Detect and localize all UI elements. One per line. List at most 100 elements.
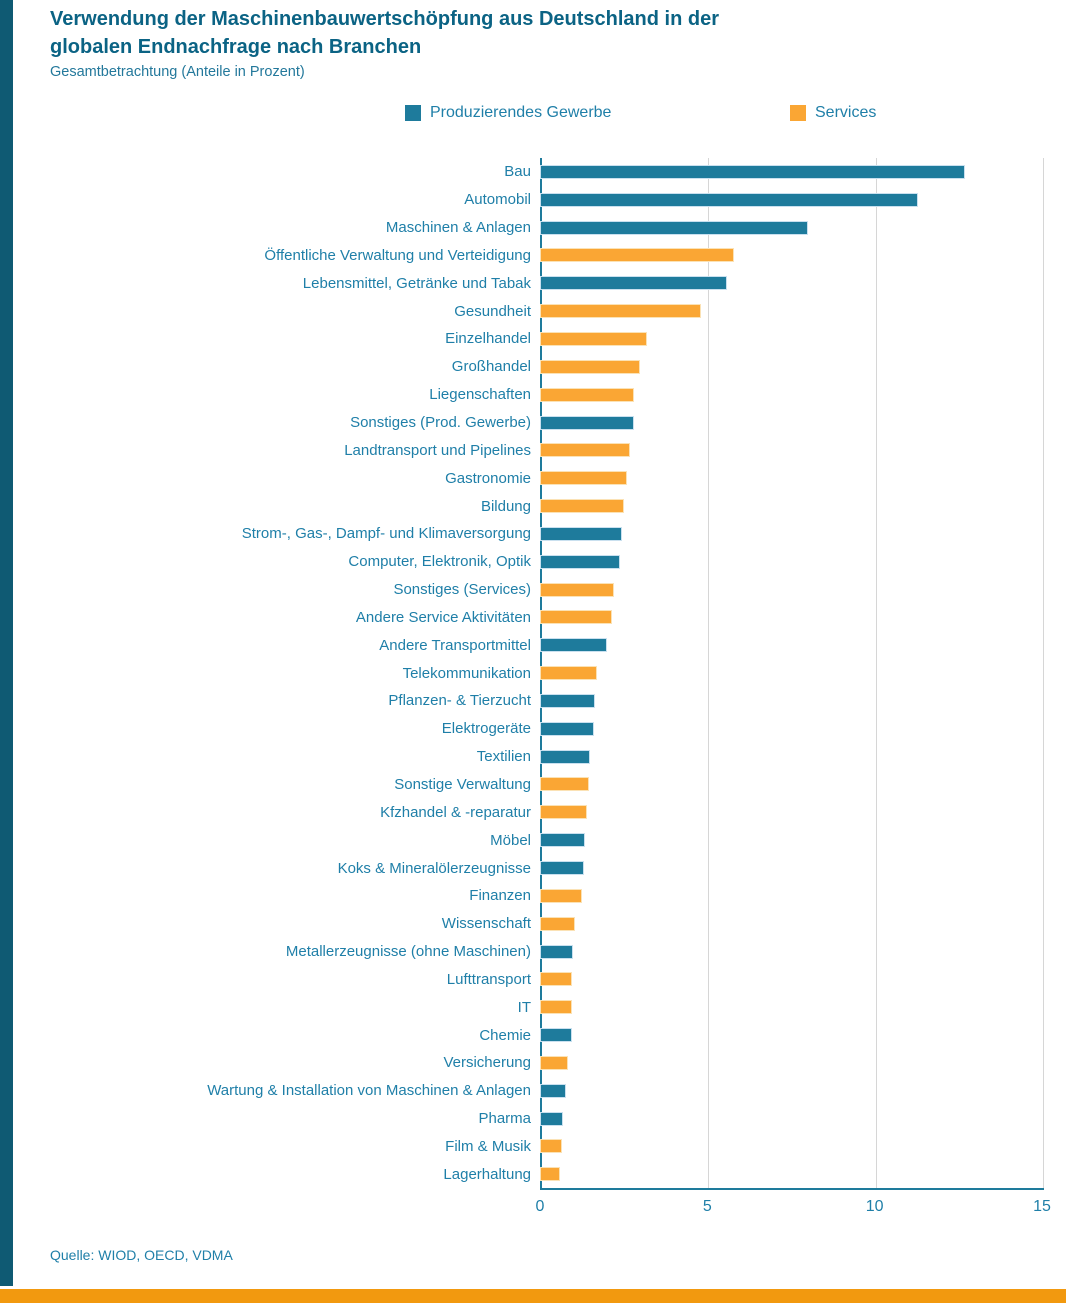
chart-row: Chemie bbox=[0, 1021, 1042, 1049]
category-label: Pharma bbox=[478, 1110, 531, 1128]
bar bbox=[540, 861, 584, 876]
bar-track bbox=[540, 938, 1042, 966]
category-label: Landtransport und Pipelines bbox=[344, 441, 531, 459]
bar bbox=[540, 387, 634, 402]
chart-row: IT bbox=[0, 993, 1042, 1021]
bar bbox=[540, 777, 589, 792]
x-tick-5: 5 bbox=[702, 1198, 712, 1215]
chart-row: Metallerzeugnisse (ohne Maschinen) bbox=[0, 938, 1042, 966]
header: Verwendung der Maschinenbauwertschöpfung… bbox=[50, 5, 770, 80]
chart-row: Versicherung bbox=[0, 1049, 1042, 1077]
chart-row: Kfzhandel & -reparatur bbox=[0, 798, 1042, 826]
bar bbox=[540, 721, 594, 736]
chart-row: Strom-, Gas-, Dampf- und Klimaversorgung bbox=[0, 520, 1042, 548]
bar bbox=[540, 164, 966, 179]
bar bbox=[540, 805, 587, 820]
category-label: Wartung & Installation von Maschinen & A… bbox=[207, 1082, 531, 1100]
chart-row: Telekommunikation bbox=[0, 659, 1042, 687]
bar bbox=[540, 944, 574, 959]
category-label: Lebensmittel, Getränke und Tabak bbox=[302, 274, 531, 292]
bar bbox=[540, 972, 573, 987]
bar bbox=[540, 499, 624, 514]
bar-track bbox=[540, 826, 1042, 854]
bar-track bbox=[540, 186, 1042, 214]
bar bbox=[540, 1000, 572, 1015]
legend-swatch-services bbox=[790, 105, 806, 121]
chart-row: Lagerhaltung bbox=[0, 1160, 1042, 1188]
x-axis-ticks: 0 5 10 15 bbox=[536, 1198, 1051, 1220]
category-label: Versicherung bbox=[443, 1054, 531, 1072]
chart-row: Lufttransport bbox=[0, 965, 1042, 993]
x-tick-0: 0 bbox=[535, 1198, 545, 1215]
page-subtitle: Gesamtbetrachtung (Anteile in Prozent) bbox=[50, 64, 305, 80]
bar-track bbox=[540, 492, 1042, 520]
category-label: Maschinen & Anlagen bbox=[385, 219, 531, 237]
bar bbox=[540, 1083, 567, 1098]
legend-label-produzierendes-gewerbe: Produzierendes Gewerbe bbox=[430, 104, 612, 121]
bar bbox=[540, 1028, 572, 1043]
category-label: Pflanzen- & Tierzucht bbox=[388, 692, 531, 710]
category-label: Gesundheit bbox=[454, 302, 531, 320]
category-label: Elektrogeräte bbox=[441, 720, 531, 738]
chart-row: Maschinen & Anlagen bbox=[0, 214, 1042, 242]
category-label: IT bbox=[517, 998, 531, 1016]
category-label: Sonstiges (Services) bbox=[393, 581, 531, 599]
bar bbox=[540, 833, 586, 848]
category-label: Film & Musik bbox=[445, 1137, 531, 1155]
category-label: Metallerzeugnisse (ohne Maschinen) bbox=[285, 943, 531, 961]
chart-row: Finanzen bbox=[0, 882, 1042, 910]
bar bbox=[540, 415, 634, 430]
chart-row: Bau bbox=[0, 158, 1042, 186]
chart-row: Lebensmittel, Getränke und Tabak bbox=[0, 269, 1042, 297]
chart-row: Landtransport und Pipelines bbox=[0, 436, 1042, 464]
bar-track bbox=[540, 910, 1042, 938]
bar bbox=[540, 443, 631, 458]
chart-row: Bildung bbox=[0, 492, 1042, 520]
chart-row: Gesundheit bbox=[0, 297, 1042, 325]
page-title-line-1: Verwendung der Maschinenbauwertschöpfung… bbox=[50, 8, 719, 30]
bar bbox=[540, 276, 728, 291]
category-label: Computer, Elektronik, Optik bbox=[348, 553, 531, 571]
gridline-10 bbox=[875, 158, 877, 1188]
chart-row: Textilien bbox=[0, 743, 1042, 771]
bar bbox=[540, 1139, 562, 1154]
bar-track bbox=[540, 325, 1042, 353]
chart-row: Wartung & Installation von Maschinen & A… bbox=[0, 1077, 1042, 1105]
bar-track bbox=[540, 631, 1042, 659]
bar-track bbox=[540, 771, 1042, 799]
category-label: Bau bbox=[504, 163, 531, 181]
source-note: Quelle: WIOD, OECD, VDMA bbox=[50, 1247, 233, 1263]
bar-track bbox=[540, 548, 1042, 576]
bar-track bbox=[540, 353, 1042, 381]
bar-track bbox=[540, 297, 1042, 325]
category-label: Andere Transportmittel bbox=[379, 636, 531, 654]
category-label: Lagerhaltung bbox=[443, 1165, 531, 1183]
bar-track bbox=[540, 576, 1042, 604]
bar bbox=[540, 220, 808, 235]
bar-track bbox=[540, 854, 1042, 882]
chart-row: Sonstiges (Prod. Gewerbe) bbox=[0, 409, 1042, 437]
bar-track bbox=[540, 882, 1042, 910]
bar bbox=[540, 916, 576, 931]
bar bbox=[540, 693, 596, 708]
chart-row: Andere Transportmittel bbox=[0, 631, 1042, 659]
category-label: Finanzen bbox=[469, 887, 531, 905]
category-label: Einzelhandel bbox=[445, 330, 531, 348]
chart-row: Großhandel bbox=[0, 353, 1042, 381]
bar-track bbox=[540, 242, 1042, 270]
bar-track bbox=[540, 1133, 1042, 1161]
gridline-15 bbox=[1043, 158, 1044, 1188]
category-label: Liegenschaften bbox=[429, 386, 531, 404]
chart-row: Möbel bbox=[0, 826, 1042, 854]
bar bbox=[540, 192, 919, 207]
bar-track bbox=[540, 1160, 1042, 1188]
category-label: Textilien bbox=[476, 748, 531, 766]
bar-track bbox=[540, 659, 1042, 687]
chart-row: Öffentliche Verwaltung und Verteidigung bbox=[0, 242, 1042, 270]
bar bbox=[540, 888, 582, 903]
category-label: Chemie bbox=[479, 1026, 531, 1044]
bar bbox=[540, 1167, 561, 1182]
legend-swatch-produzierendes-gewerbe bbox=[405, 105, 421, 121]
bar bbox=[540, 1111, 564, 1126]
bar bbox=[540, 638, 607, 653]
